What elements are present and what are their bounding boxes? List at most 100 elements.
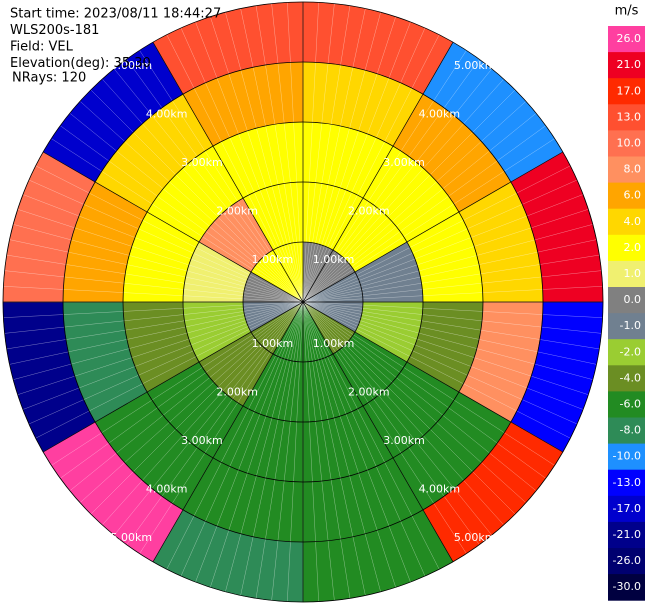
ray-separator: [13, 301, 304, 380]
colorbar-label: 10.0: [617, 136, 642, 149]
ray-separator: [22, 194, 304, 303]
ray-separator: [255, 5, 304, 303]
info-line: Elevation(deg): 35.30: [10, 56, 151, 71]
ray-separator: [28, 301, 304, 425]
ray-separator: [302, 301, 504, 526]
ray-separator: [166, 301, 304, 570]
ray-separator: [302, 301, 381, 592]
colorbar-label: 2.0: [624, 241, 642, 254]
ray-separator: [302, 301, 603, 318]
ray-separator: [302, 270, 602, 303]
colorbar-label: 6.0: [624, 189, 642, 202]
range-ring-label: 4.00km: [146, 107, 188, 120]
ray-separator: [69, 301, 304, 491]
ray-separator: [180, 27, 304, 303]
ray-separator: [139, 50, 304, 303]
ray-separator: [271, 301, 304, 601]
ray-separator: [302, 21, 411, 303]
ray-separator: [240, 301, 304, 596]
ray-separator: [102, 78, 304, 303]
ray-separator: [302, 301, 411, 583]
range-ring-label: 5.00km: [454, 531, 496, 544]
colorbar-segment: [608, 495, 645, 523]
ray-separator: [302, 3, 335, 303]
info-line: WLS200s-181: [10, 23, 99, 38]
ray-separator: [180, 301, 304, 577]
ray-separator: [302, 301, 492, 536]
colorbar-segment: [608, 548, 645, 575]
colorbar-unit: m/s: [615, 4, 639, 19]
ray-separator: [302, 89, 516, 303]
ray-separator: [302, 301, 589, 395]
colorbar-segment: [608, 574, 645, 601]
colorbar-label: 17.0: [617, 84, 642, 97]
colorbar-segment: [608, 260, 645, 288]
ray-separator: [210, 16, 304, 303]
ray-separator: [90, 89, 304, 303]
ray-separator: [302, 101, 527, 303]
colorbar-label: -4.0: [620, 371, 641, 384]
ray-separator: [302, 301, 546, 479]
ray-separator: [114, 301, 304, 536]
ray-separator: [302, 165, 571, 303]
colorbar-segment: [608, 365, 645, 392]
ray-separator: [6, 254, 304, 303]
colorbar-segment: [608, 52, 645, 79]
ray-separator: [302, 301, 578, 425]
colorbar-label: -1.0: [620, 319, 641, 332]
ray-separator: [302, 301, 319, 602]
colorbar-segment: [608, 469, 645, 497]
ray-separator: [102, 301, 304, 526]
ray-separator: [28, 179, 304, 303]
ray-separator: [302, 16, 396, 303]
ray-separator: [13, 224, 304, 303]
range-ring: [182, 181, 424, 423]
colorbar-label: -6.0: [620, 397, 641, 410]
colorbar: m/s 26.0 21.0 17.0 13.0 10.0 8.0 6.0 4.0 2.0 1.0 0.…: [608, 4, 645, 601]
ray-separator: [302, 68, 492, 303]
ray-separator: [79, 101, 304, 303]
ray-separator: [126, 59, 304, 303]
colorbar-label: 26.0: [617, 32, 642, 45]
ray-separator: [195, 301, 304, 583]
colorbar-label: -8.0: [620, 424, 641, 437]
spoke: [152, 42, 454, 562]
range-ring-label: 1.00km: [252, 253, 294, 266]
colorbar-label: 0.0: [624, 293, 642, 306]
colorbar-segment: [608, 443, 645, 471]
range-ring-label: 2.00km: [348, 386, 390, 399]
ray-separator: [302, 12, 381, 303]
ray-separator: [255, 301, 304, 599]
ray-separator: [9, 301, 304, 365]
colorbar-label: 8.0: [624, 163, 642, 176]
ray-separator: [35, 165, 304, 303]
info-line: Start time: 2023/08/11 18:44:27: [10, 7, 221, 22]
ray-separator: [302, 34, 440, 303]
ray-separator: [302, 301, 396, 588]
ray-separator: [302, 301, 571, 439]
colorbar-label: 13.0: [617, 110, 642, 123]
ray-separator: [302, 301, 426, 577]
colorbar-label: 1.0: [624, 267, 642, 280]
ray-separator: [302, 301, 537, 491]
ray-separator: [90, 301, 304, 515]
ray-separator: [225, 301, 304, 592]
info-line: Field: VEL: [10, 40, 74, 55]
field: [2, 1, 604, 603]
colorbar-label: -21.0: [613, 528, 641, 541]
ray-separator: [302, 286, 603, 303]
colorbar-segment: [608, 156, 645, 184]
ray-separator: [271, 3, 304, 303]
ray-separator: [302, 50, 467, 303]
range-ring-label: 3.00km: [383, 434, 425, 447]
colorbar-label: -30.0: [613, 580, 641, 593]
range-ring-label: 3.00km: [181, 434, 223, 447]
range-ring: [2, 1, 604, 603]
ray-separator: [195, 21, 304, 303]
ray-separator: [139, 301, 304, 554]
ray-separator: [60, 125, 304, 303]
colorbar-label: -2.0: [620, 345, 641, 358]
ray-separator: [302, 78, 504, 303]
colorbar-label: -10.0: [613, 450, 641, 463]
